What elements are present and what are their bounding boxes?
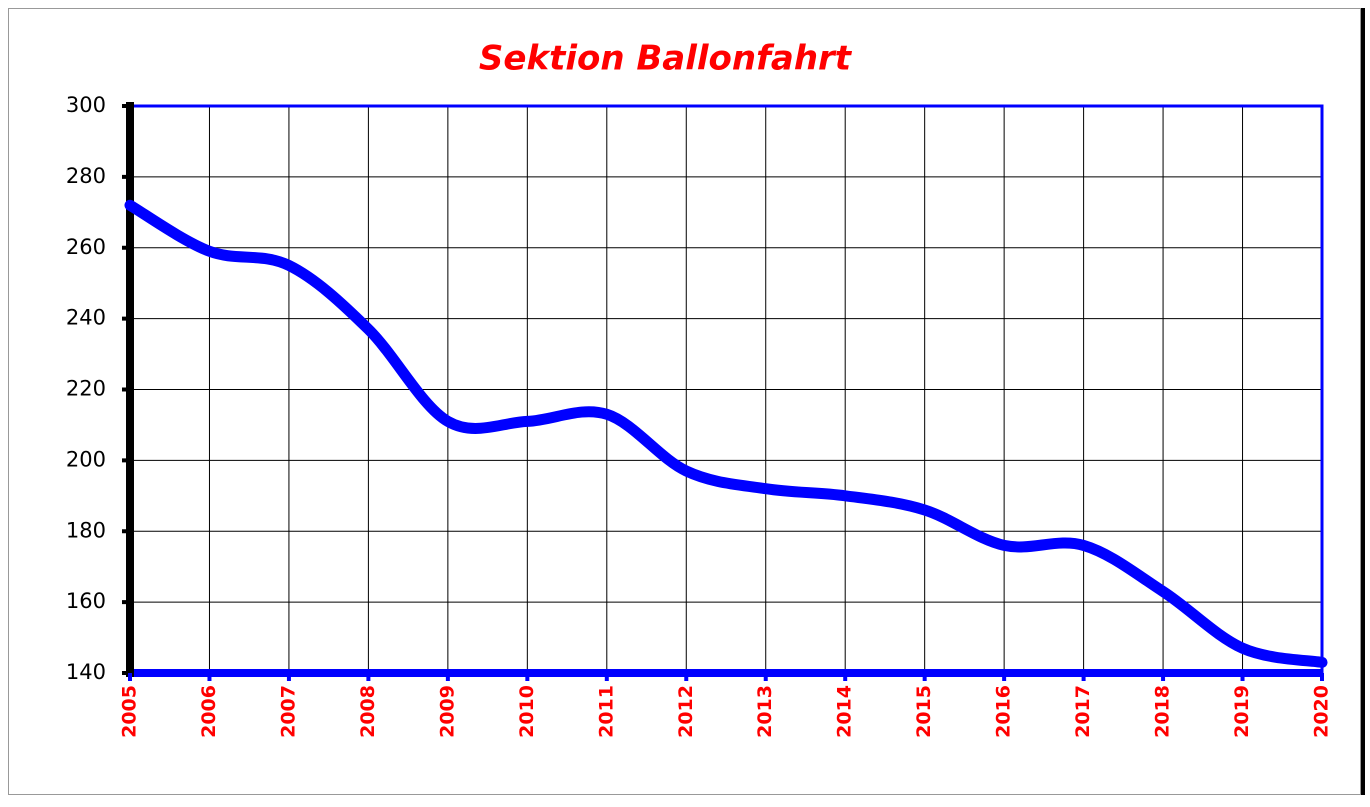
x-tick-label: 2010 [516, 685, 538, 738]
y-tick-label: 180 [66, 518, 106, 542]
plot-border [130, 104, 1324, 673]
chart-title: Sektion Ballonfahrt [479, 39, 853, 79]
x-tick-label: 2019 [1231, 685, 1253, 738]
y-tick-label: 260 [66, 235, 106, 259]
x-tick-label: 2006 [198, 685, 220, 738]
y-tick-label: 140 [66, 660, 106, 684]
x-tick-label: 2011 [595, 685, 617, 738]
x-tick-label: 2020 [1311, 685, 1333, 738]
chart-frame [8, 8, 1361, 795]
y-tick-label: 200 [66, 447, 106, 471]
x-tick-label: 2012 [675, 685, 697, 738]
x-tick-label: 2008 [357, 685, 379, 738]
x-tick-label: 2015 [913, 685, 935, 738]
x-tick-label: 2016 [993, 685, 1015, 738]
y-tick-label: 300 [66, 93, 106, 117]
y-tick-label: 280 [66, 164, 106, 188]
y-tick-label: 240 [66, 306, 106, 330]
x-tick-label: 2005 [119, 685, 141, 738]
data-line [124, 199, 1328, 668]
y-tick-label: 160 [66, 589, 106, 613]
x-tick-label: 2018 [1152, 685, 1174, 738]
x-tick-label: 2013 [754, 685, 776, 738]
x-tick-label: 2014 [834, 685, 856, 738]
y-tick-label: 220 [66, 377, 106, 401]
x-tick-label: 2007 [277, 685, 299, 738]
x-tick-label: 2009 [436, 685, 458, 738]
x-tick-label: 2017 [1072, 685, 1094, 738]
